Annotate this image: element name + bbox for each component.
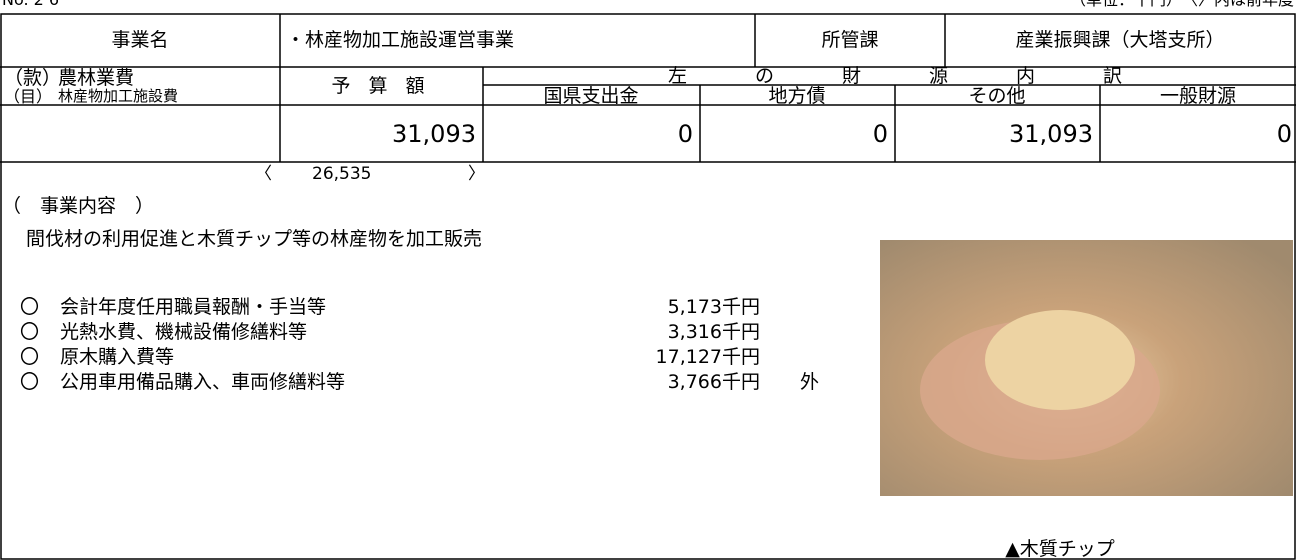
department: 産業振興課（大塔支所） bbox=[1015, 29, 1225, 51]
bullet: 〇 bbox=[20, 346, 40, 368]
photo-caption: ▲木質チップ bbox=[1005, 538, 1115, 560]
item-text: 光熱水費、機械設備修繕料等 bbox=[60, 321, 308, 343]
bullet: 〇 bbox=[20, 371, 40, 393]
label: 事業名 bbox=[111, 29, 169, 51]
previous-year: 26,535 bbox=[312, 164, 372, 184]
item-text: 原木購入費等 bbox=[60, 346, 175, 368]
description: 間伐材の利用促進と木質チップ等の林産物を加工販売 bbox=[26, 228, 483, 250]
account-label: （目） bbox=[4, 87, 53, 106]
amount: 0 bbox=[872, 120, 888, 148]
bullet: 〇 bbox=[20, 321, 40, 343]
account: 林産物加工施設費 bbox=[58, 87, 179, 105]
project-name: ・林産物加工施設運営事業 bbox=[286, 29, 515, 51]
amount: 0 bbox=[1276, 120, 1292, 148]
unit-note: （単位：千円） 〈〉内は前年度 bbox=[1070, 0, 1294, 8]
label: 地方債 bbox=[768, 85, 826, 107]
item-text: 公用車用備品購入、車両修繕料等 bbox=[60, 371, 346, 393]
bracket: 〈 bbox=[255, 164, 272, 184]
label: 国県支出金 bbox=[543, 85, 639, 107]
amount: 31,093 bbox=[1009, 120, 1093, 148]
bullet: 〇 bbox=[20, 296, 40, 318]
label: 所管課 bbox=[821, 29, 879, 51]
label: その他 bbox=[968, 85, 1026, 107]
bracket: 〉 bbox=[468, 164, 485, 184]
amount: 0 bbox=[677, 120, 693, 148]
item-amount: 5,173千円 bbox=[667, 296, 760, 318]
outer-border bbox=[0, 13, 1296, 560]
amount: 31,093 bbox=[392, 120, 476, 148]
item-amount: 17,127千円 bbox=[655, 346, 760, 368]
suffix: 外 bbox=[800, 371, 820, 393]
photo bbox=[880, 240, 1293, 496]
item-text: 会計年度任用職員報酬・手当等 bbox=[60, 296, 327, 318]
account-label: （款） bbox=[4, 67, 62, 89]
label: 一般財源 bbox=[1159, 85, 1237, 107]
content-heading: （ 事業内容 ） bbox=[2, 195, 155, 217]
label: 予 算 額 bbox=[331, 75, 431, 97]
account: 農林業費 bbox=[58, 67, 135, 89]
item-amount: 3,766千円 bbox=[667, 371, 760, 393]
item-amount: 3,316千円 bbox=[667, 321, 760, 343]
label: 左の財源内訳 bbox=[668, 65, 1191, 87]
doc-number: No. 2 6 bbox=[2, 0, 59, 8]
